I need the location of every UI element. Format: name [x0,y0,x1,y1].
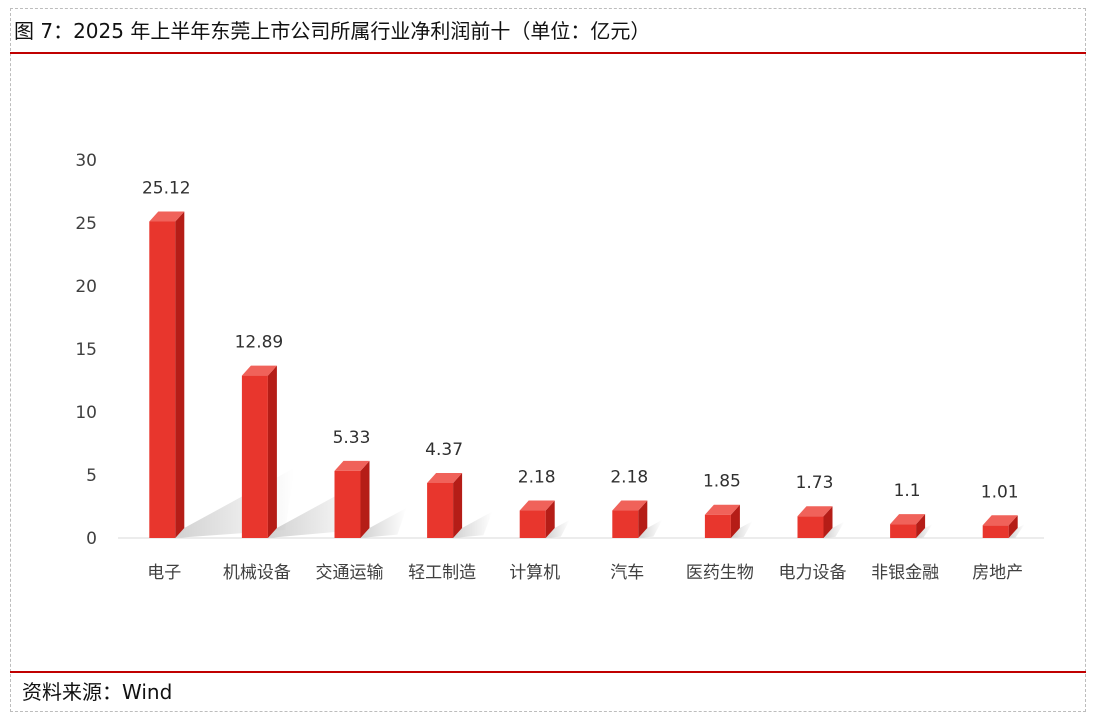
bar-side [175,211,185,538]
bar [519,500,555,538]
bar-front [797,516,824,538]
x-tick-label: 计算机 [509,563,560,583]
data-label: 1.73 [796,473,834,493]
figure-title: 图 7：2025 年上半年东莞上市公司所属行业净利润前十（单位：亿元） [14,19,651,43]
y-tick-label: 25 [75,214,97,234]
bars [149,211,1018,538]
y-tick-label: 0 [86,529,97,549]
bar-top [704,504,740,515]
data-label: 5.33 [333,428,371,448]
bar [612,500,648,538]
bar-shadow [823,521,845,538]
bar-top [334,460,370,471]
bar-side [453,472,463,538]
source-note: 资料来源：Wind [22,680,173,704]
data-labels: 25.12 12.89 5.33 4.37 2.18 2.18 1.85 1.73 1.1 1.0… [142,178,1019,502]
bar [890,514,926,538]
bar-shadow [730,521,753,538]
bar-top [890,514,926,525]
x-tick-label: 电力设备 [779,563,847,583]
bar-side [638,500,648,538]
figure-frame [10,8,1086,712]
x-tick-label: 非银金融 [871,563,939,583]
bar [149,211,185,538]
bar-top [149,211,185,222]
data-label: 1.01 [981,482,1019,502]
bar-shadow [638,519,663,538]
y-tick-label: 30 [75,151,97,171]
bar-shadow [916,523,933,538]
bar-front [519,510,546,538]
bar-shadow [453,511,493,538]
data-label: 2.18 [518,468,556,488]
bar-front [890,524,917,538]
y-axis-ticks: 0 5 10 15 20 25 30 [75,151,97,549]
bar-shadow [360,507,407,538]
bar-side [267,365,277,538]
bar-top [612,500,648,511]
bar-front [612,510,639,538]
bar-top [797,506,833,517]
data-label: 4.37 [425,440,463,460]
x-tick-label: 医药生物 [686,563,754,583]
x-tick-label: 交通运输 [316,563,384,583]
source-rule [10,671,1086,673]
bar [334,460,370,538]
bar-shadow [1008,524,1025,538]
x-tick-label: 机械设备 [223,563,291,583]
data-label: 1.85 [703,472,741,492]
data-label: 25.12 [142,178,191,198]
bar-front [427,482,454,538]
x-tick-label: 房地产 [972,563,1023,583]
bar-side [360,460,370,538]
bar-side [545,500,555,538]
bar-top [519,500,555,511]
bar-top [427,472,463,483]
x-axis-ticks: 电子 机械设备 交通运输 轻工制造 计算机 汽车 医药生物 电力设备 非银金融 房地产 [147,563,1023,583]
data-label: 1.1 [894,481,921,501]
bar-side [730,504,740,538]
bar-side [916,514,926,538]
y-tick-label: 5 [86,466,97,486]
bar-front [149,221,176,538]
bar-top [241,365,277,376]
bar-front [334,470,361,538]
bar-front [241,375,268,538]
bar-front [704,514,731,538]
title-rule [10,52,1086,54]
x-tick-label: 轻工制造 [408,563,476,583]
bar-top [982,515,1018,526]
data-label: 12.89 [235,333,284,353]
bar-side [823,506,833,538]
y-tick-label: 10 [75,403,97,423]
y-tick-label: 20 [75,277,97,297]
bar [982,515,1018,538]
bar [704,504,740,538]
x-tick-label: 汽车 [610,563,644,583]
bar-shadow [545,519,570,538]
x-tick-label: 电子 [147,563,181,583]
bar [797,506,833,538]
y-tick-label: 15 [75,340,97,360]
data-label: 2.18 [610,468,648,488]
bar [241,365,277,538]
bar [427,472,463,538]
bar-side [1008,515,1018,538]
bar-front [982,525,1009,538]
